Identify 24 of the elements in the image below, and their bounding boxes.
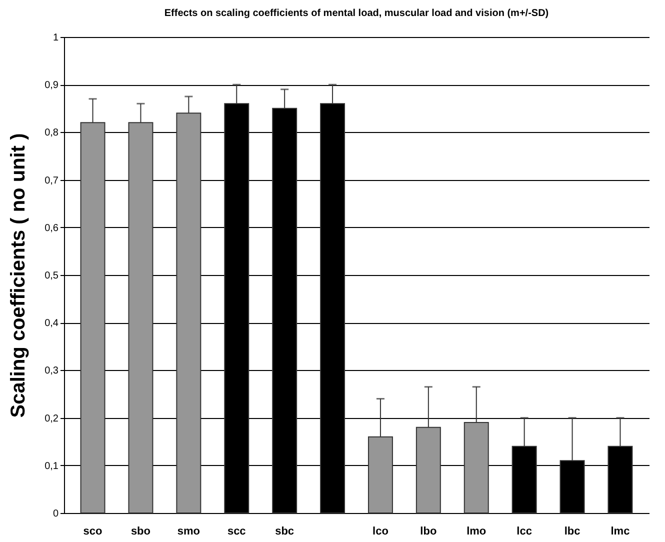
y-tick-label: 0,4 — [44, 318, 59, 330]
y-tick-label: 0,1 — [44, 460, 59, 472]
x-tick-label: scc — [227, 526, 246, 538]
x-tick-label: smo — [177, 526, 200, 538]
y-tick-label: 0,5 — [44, 270, 59, 282]
y-tick-label: 0,6 — [44, 222, 59, 234]
x-tick-label: lbo — [420, 526, 437, 538]
x-tick-label: lmo — [466, 526, 486, 538]
x-tick-label: lbc — [564, 526, 580, 538]
y-axis-title: Scaling coefficients ( no unit ) — [8, 133, 30, 418]
y-tick-label: 0,7 — [44, 175, 59, 186]
y-tick-label: 0,2 — [44, 413, 59, 424]
x-tick-label: sbc — [275, 526, 294, 538]
y-tick-label: 1 — [52, 32, 59, 44]
x-tick-label: lcc — [516, 526, 532, 538]
x-tick-label: sbo — [130, 526, 151, 538]
x-tick-label: sco — [83, 526, 103, 538]
x-tick-label: lmc — [610, 526, 630, 538]
x-tick-label: lco — [372, 526, 389, 538]
y-tick-label: 0,8 — [44, 128, 59, 139]
chart-title: Effects on scaling coefficients of mental load, muscular load and vision (m+/-SD) — [164, 8, 549, 19]
y-tick-label: 0,3 — [44, 366, 59, 377]
y-tick-label: 0 — [52, 508, 59, 520]
y-tick-label: 0,9 — [44, 80, 59, 92]
